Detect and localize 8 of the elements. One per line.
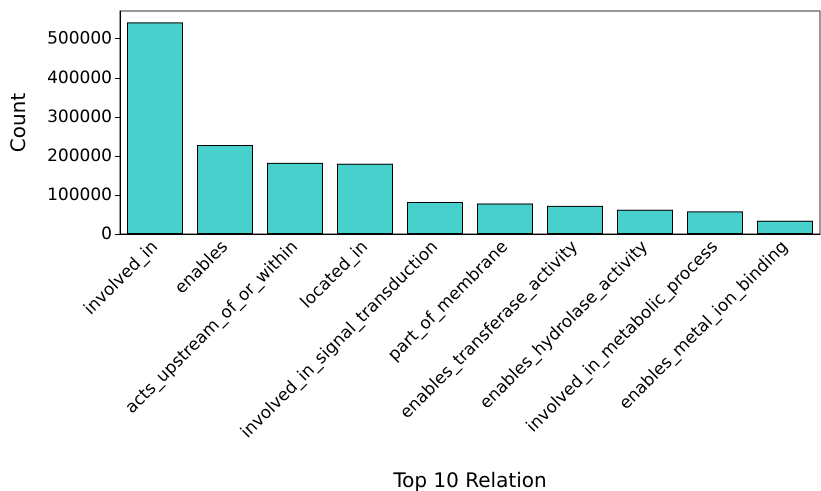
x-axis-title: Top 10 Relation xyxy=(392,468,547,491)
y-axis-title: Count xyxy=(6,92,30,152)
y-tick-label: 500000 xyxy=(47,28,112,49)
y-tick-label: 0 xyxy=(101,224,112,244)
y-tick-label: 300000 xyxy=(47,106,112,127)
y-tick-label: 100000 xyxy=(47,184,112,205)
y-tick-label: 200000 xyxy=(47,146,112,166)
y-tick-label: 400000 xyxy=(47,68,112,88)
